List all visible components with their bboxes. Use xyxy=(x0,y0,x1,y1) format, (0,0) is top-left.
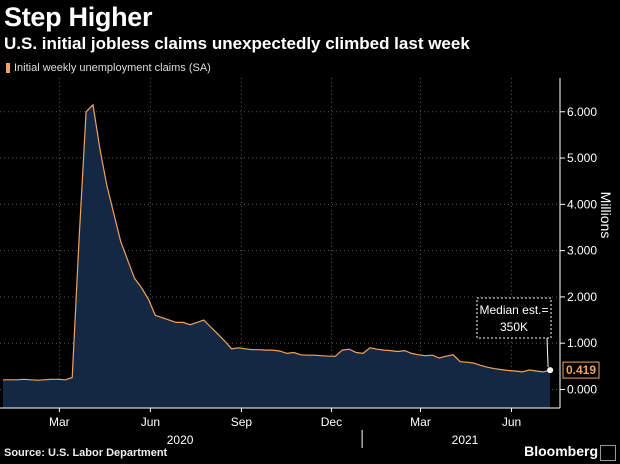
x-axis: Mar Jun Sep Dec Mar Jun 2020 2021 xyxy=(0,407,560,448)
annotation-line1: Median est.= xyxy=(479,303,548,317)
y-axis-label: Millions xyxy=(598,192,614,239)
x-tick-label: Dec xyxy=(321,415,342,429)
series-line xyxy=(3,103,551,381)
legend-label: Initial weekly unemployment claims (SA) xyxy=(14,62,211,74)
y-tick-label: 2.000 xyxy=(567,290,597,304)
y-axis: 6.000 5.000 4.000 3.000 2.000 1.000 0.000 Milli… xyxy=(559,78,614,408)
year-label-2021: 2021 xyxy=(452,433,479,447)
annotation-box xyxy=(476,297,552,339)
y-tick-label: 0.000 xyxy=(567,382,597,396)
x-tick-label: Jun xyxy=(502,415,521,429)
last-point-marker xyxy=(547,367,554,374)
y-tick-label: 5.000 xyxy=(567,151,597,165)
annotation: 0.419 Median est.= 350K xyxy=(476,297,600,379)
y-tick-label: 4.000 xyxy=(567,197,597,211)
legend: Initial weekly unemployment claims (SA) xyxy=(6,62,211,74)
brand-logo: Bloomberg xyxy=(524,443,598,459)
series-area xyxy=(2,104,551,409)
year-label-2020: 2020 xyxy=(167,433,194,447)
annotation-line2: 350K xyxy=(500,320,528,334)
x-tick-label: Sep xyxy=(231,415,253,429)
legend-swatch xyxy=(6,63,10,73)
annotation-leader xyxy=(546,337,549,368)
x-tick-label: Mar xyxy=(49,415,70,429)
area-series xyxy=(2,103,551,409)
chart-subtitle: U.S. initial jobless claims unexpectedly… xyxy=(4,34,470,53)
x-tick-label: Mar xyxy=(410,415,431,429)
brand-mark-icon xyxy=(600,445,616,461)
last-value-box xyxy=(562,361,600,379)
last-value-label: 0.419 xyxy=(566,363,596,377)
x-tick-label: Jun xyxy=(141,415,160,429)
y-tick-label: 6.000 xyxy=(567,105,597,119)
source-note: Source: U.S. Labor Department xyxy=(4,447,168,459)
chart-title: Step Higher xyxy=(4,2,153,32)
y-tick-label: 1.000 xyxy=(567,336,597,350)
y-tick-label: 3.000 xyxy=(567,244,597,258)
